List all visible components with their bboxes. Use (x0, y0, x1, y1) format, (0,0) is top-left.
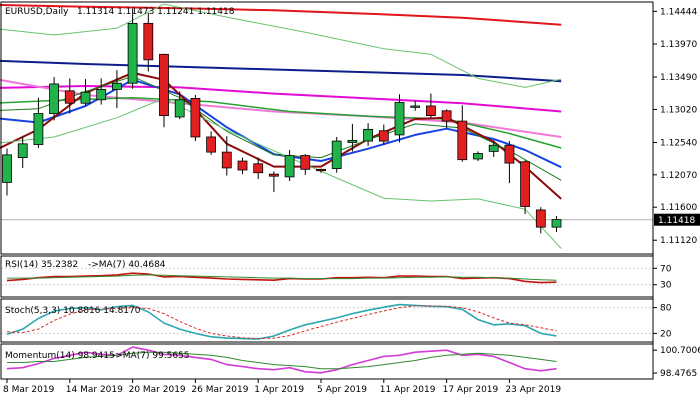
candle-bear (520, 161, 530, 207)
indicator-line-mom_main (6, 346, 557, 374)
candles-layer (2, 8, 562, 234)
candle-bear (316, 168, 326, 172)
candle-bull (331, 140, 342, 170)
price-tick-label: 1.11600 (660, 203, 697, 213)
candle-bull (33, 113, 44, 145)
candle-bull (127, 22, 138, 84)
candle-bear (441, 110, 452, 122)
candle-bear (535, 209, 546, 228)
indicator-layer (6, 272, 557, 374)
candle-bull (96, 89, 107, 101)
indicator-tick-label: 98.4765 (660, 369, 697, 379)
candle-bull (473, 153, 483, 160)
rsi-panel-ma: ->MA(7) 40.4684 (88, 260, 166, 270)
candle-bull (363, 128, 374, 142)
ma-line-ma_green (0, 96, 562, 149)
ma-line-bollinger (0, 3, 562, 88)
price-tick-label: 1.13490 (660, 73, 697, 83)
indicator-tick-label: 80 (660, 304, 672, 314)
frame-layer (0, 1, 654, 380)
candle-bear (64, 90, 75, 104)
candle-bull (347, 139, 358, 143)
candle-bear (253, 163, 264, 174)
price-panel-ohlc: 1.11314 1.11473 1.11241 1.11418 (77, 7, 235, 17)
candle-bull (394, 102, 405, 136)
ma-line-ma_red (0, 3, 562, 26)
candle-bear (268, 173, 279, 177)
candle-bear (159, 53, 169, 117)
candle-bear (504, 144, 515, 164)
candle-bear (190, 97, 201, 138)
price-tick-label: 1.12540 (660, 138, 697, 148)
last-price-tag (654, 213, 700, 226)
date-tick-label: 1 Apr 2019 (254, 385, 304, 395)
date-tick-label: 26 Mar 2019 (191, 385, 248, 395)
stoch-panel-title: Stoch(5,3,3) 10.8816 14.8170 (5, 306, 141, 316)
date-tick-label: 20 Mar 2019 (129, 385, 186, 395)
candle-bull (488, 144, 499, 152)
ma-line-ma_navy (0, 59, 562, 83)
candle-bear (143, 22, 154, 61)
candle-bull (284, 155, 295, 178)
candle-bear (378, 130, 389, 142)
price-tick-label: 1.11120 (660, 236, 697, 246)
candle-bull (80, 91, 91, 104)
rsi-panel-title: RSI(14) 35.2382 (5, 260, 78, 270)
price-tick-label: 1.13970 (660, 40, 697, 50)
candle-bull (49, 83, 59, 114)
candle-bull (112, 82, 122, 90)
momentum-panel-title: Momentum(14) 98.9415 (5, 351, 115, 361)
indicator-tick-label: 30 (660, 281, 672, 291)
price-tick-label: 1.13020 (660, 105, 697, 115)
axis-labels-layer: 1.14444 1.13970 1.13490 1.13020 1.12540 1.120… (3, 7, 700, 395)
date-tick-label: 8 Mar 2019 (3, 385, 55, 395)
candle-bull (174, 99, 185, 118)
indicator-line-mom_ma (7, 351, 557, 370)
indicator-tick-label: 70 (660, 264, 672, 274)
candle-bull (17, 143, 28, 159)
last-price-label: 1.11418 (658, 216, 695, 226)
candle-bull (2, 154, 12, 183)
price-tick-label: 1.12070 (660, 171, 697, 181)
indicator-tick-label: 100.7006 (660, 346, 700, 356)
date-tick-label: 14 Mar 2019 (66, 385, 123, 395)
date-tick-label: 5 Apr 2019 (317, 385, 367, 395)
candle-bear (425, 105, 436, 117)
candle-bear (237, 160, 248, 171)
candle-bear (206, 136, 217, 153)
indicator-line-stoch_signal (6, 305, 557, 340)
candle-bear (221, 151, 232, 169)
indicator-line-rsi_main (6, 272, 557, 284)
price-panel-symbol: EURUSD,Daily (5, 7, 69, 17)
date-tick-label: 23 Apr 2019 (505, 385, 561, 395)
date-tick-label: 17 Apr 2019 (443, 385, 499, 395)
date-tick-label: 11 Apr 2019 (380, 385, 436, 395)
candle-bull (551, 219, 562, 228)
momentum-panel-ma: ->MA(7) 99.5655 (112, 351, 190, 361)
indicator-line-rsi_ma (7, 274, 557, 281)
price-tick-label: 1.14444 (660, 7, 697, 17)
indicator-tick-label: 20 (660, 329, 672, 339)
candle-bear (300, 155, 311, 170)
candle-bull (410, 105, 421, 108)
candle-bear (457, 120, 468, 161)
